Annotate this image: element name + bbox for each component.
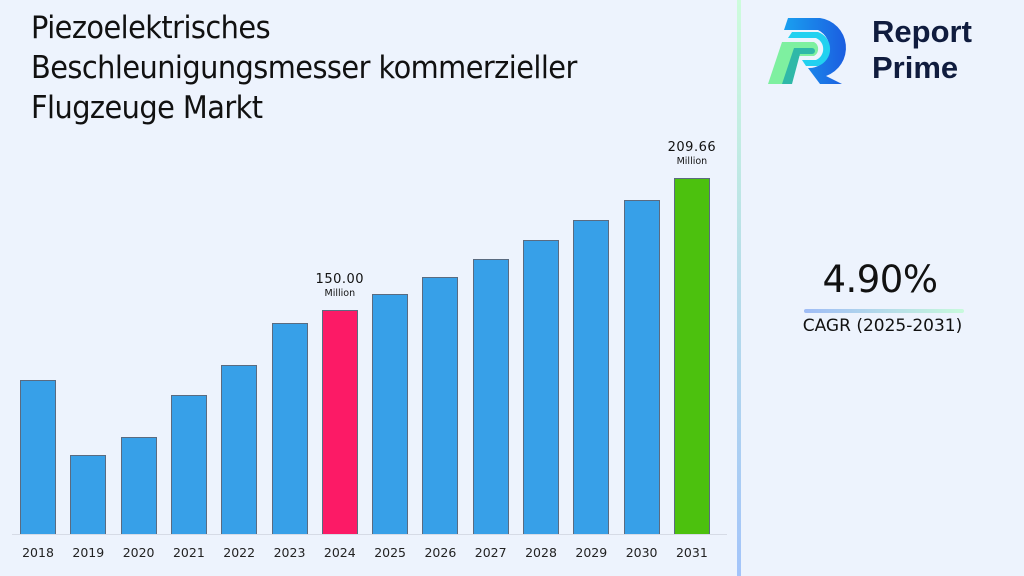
x-tick-label: 2021 [172,545,205,560]
x-tick-label: 2030 [625,545,658,560]
cagr-value: 4.90% [822,258,938,301]
bar-2023 [271,322,308,534]
bar-2028 [523,240,559,534]
value-number: 150.00 [315,271,365,287]
brand-line-1: Report [872,14,972,49]
x-axis-line [12,534,727,535]
brand-name: Report Prime [872,14,972,86]
value-label-2024: 150.00 Million [300,272,380,299]
x-tick-label: 2020 [122,545,155,560]
brand-line-2: Prime [872,50,959,85]
bar-2031 [673,177,710,534]
x-tick-label: 2023 [273,545,306,560]
report-prime-logo-icon [768,18,846,84]
bar-2020 [120,436,157,534]
bar-2019 [70,454,107,534]
x-tick-label: 2029 [575,545,608,560]
value-number: 209.66 [667,139,717,155]
bar-chart: 2018 2019 2020 2021 2022 2023 2024 150.00 Millio… [12,140,732,560]
chart-title: Piezoelektrisches Beschleunigungsmesser … [31,8,682,128]
x-tick-label: 2031 [675,545,708,560]
bar-2024 [321,309,358,534]
title-line-1: Piezoelektrisches [31,10,271,46]
bar-2022 [221,364,258,534]
value-unit: Million [676,155,708,167]
bar-2029 [573,220,610,534]
bar-2018 [20,379,56,534]
x-tick-label: 2025 [374,545,406,560]
bar-2021 [170,394,207,534]
bar-2027 [472,258,509,534]
bar-2026 [422,276,459,534]
bar-2030 [623,199,660,534]
x-tick-label: 2022 [223,545,256,560]
x-tick-label: 2027 [474,545,507,560]
x-tick-label: 2028 [525,545,557,560]
cagr-underline [804,309,964,313]
value-label-2031: 209.66 Million [652,140,732,167]
cagr-label: CAGR (2025-2031) [802,316,963,336]
title-line-3: Flugzeuge Markt [31,90,263,126]
bar-2025 [372,293,409,534]
x-tick-label: 2018 [22,545,54,560]
vertical-divider [737,0,741,576]
x-tick-label: 2026 [424,545,457,560]
title-line-2: Beschleunigungsmesser kommerzieller [31,50,577,86]
x-tick-label: 2019 [72,545,105,560]
value-unit: Million [324,287,356,299]
x-tick-label: 2024 [323,545,356,560]
